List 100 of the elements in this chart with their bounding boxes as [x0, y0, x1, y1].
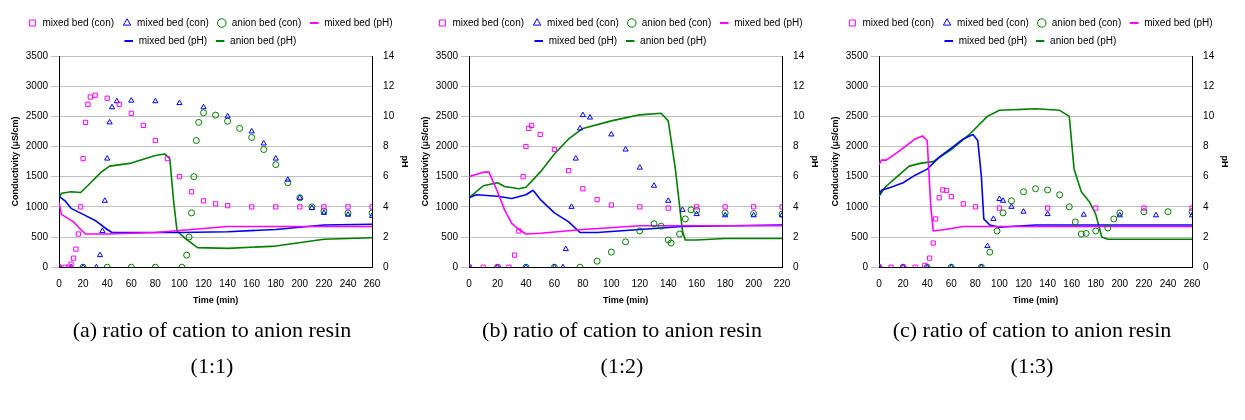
y-tick-label: 2500	[435, 110, 459, 122]
y2-axis-title: pH	[1220, 155, 1231, 168]
point	[195, 118, 203, 126]
point	[369, 204, 373, 210]
point	[176, 174, 183, 180]
legend-label: anion bed (con)	[641, 16, 712, 28]
point	[608, 202, 614, 208]
point	[1008, 203, 1015, 209]
point	[912, 264, 918, 268]
point	[593, 257, 601, 265]
y-tick-label: 1500	[435, 170, 459, 182]
x-tick-label: 40	[101, 277, 114, 289]
point	[996, 195, 1003, 202]
x-tick-label: 40	[921, 277, 934, 289]
point	[62, 264, 68, 268]
legend-label: mixed bed (pH)	[548, 34, 618, 46]
point	[722, 204, 728, 210]
point	[562, 245, 569, 252]
y2-tick-label: 14	[1203, 49, 1215, 61]
legend-label: mixed bed (con)	[42, 16, 115, 28]
x-axis-title: Time (min)	[1012, 295, 1059, 306]
point	[993, 227, 1001, 235]
point	[751, 204, 757, 210]
point	[679, 206, 686, 212]
point	[990, 215, 997, 221]
point	[188, 189, 195, 195]
x-tick-label: 100	[991, 277, 1009, 289]
legend-label: mixed bed (pH)	[1144, 16, 1213, 28]
x-tick-label: 200	[745, 277, 763, 289]
point	[516, 228, 522, 234]
point	[183, 251, 191, 259]
x-tick-label: 260	[363, 277, 381, 289]
x-tick-label: 60	[548, 277, 561, 289]
point	[224, 203, 231, 209]
point	[185, 233, 193, 241]
point	[1065, 203, 1073, 211]
x-tick-label: 160	[243, 277, 261, 289]
point	[1082, 229, 1090, 237]
point	[693, 206, 701, 214]
legend-label: anion bed (pH)	[1050, 34, 1117, 46]
x-tick-label: 100	[171, 277, 189, 289]
x-tick-label: 40	[520, 277, 532, 289]
y2-tick-label: 0	[1203, 260, 1210, 272]
point	[687, 206, 695, 214]
y2-tick-label: 2	[793, 230, 800, 242]
point	[636, 227, 644, 235]
point	[972, 204, 978, 210]
y2-tick-label: 10	[793, 110, 805, 122]
point	[104, 95, 110, 101]
y-tick-label: 3500	[435, 49, 459, 61]
point	[1141, 205, 1147, 211]
x-tick-label: 60	[945, 277, 958, 289]
legend-label: anion bed (pH)	[230, 34, 297, 46]
x-tick-label: 220	[315, 277, 333, 289]
point	[933, 216, 939, 222]
x-tick-label: 160	[688, 277, 706, 289]
point	[248, 133, 256, 141]
point	[87, 94, 93, 100]
point	[664, 236, 672, 244]
y-tick-label: 500	[441, 230, 459, 242]
point	[580, 186, 586, 192]
y-tick-label: 2000	[25, 140, 49, 152]
point	[260, 140, 267, 146]
y-axis-title: Conductivity (μS/cm)	[9, 116, 20, 207]
point	[272, 155, 279, 161]
point	[1020, 188, 1028, 196]
y-axis-title: Conductivity (μS/cm)	[419, 116, 430, 207]
y2-tick-label: 8	[793, 140, 800, 152]
x-tick-label: 80	[149, 277, 162, 289]
y2-tick-label: 8	[1203, 140, 1210, 152]
x-tick-label: 180	[716, 277, 734, 289]
y2-tick-label: 14	[793, 49, 805, 61]
point	[996, 205, 1003, 211]
point	[1080, 211, 1087, 217]
y-tick-label: 3500	[845, 49, 869, 61]
point	[622, 146, 629, 152]
point	[85, 101, 91, 107]
y-tick-label: 3000	[25, 79, 49, 91]
y2-tick-label: 2	[1203, 230, 1210, 242]
x-axis-title: Time (min)	[602, 295, 649, 306]
x-tick-label: 0	[466, 277, 473, 289]
point	[273, 204, 279, 210]
point	[579, 111, 586, 118]
point	[523, 143, 529, 150]
point	[986, 248, 994, 256]
point	[622, 238, 630, 246]
y2-tick-label: 12	[1203, 79, 1215, 91]
point	[70, 255, 77, 261]
y-tick-label: 0	[42, 260, 49, 272]
point	[676, 230, 684, 238]
point	[636, 164, 643, 170]
point	[999, 209, 1007, 217]
point	[948, 193, 954, 200]
y-tick-label: 500	[31, 230, 49, 242]
point	[75, 231, 81, 237]
point	[200, 103, 207, 110]
point	[665, 205, 671, 211]
point	[96, 251, 104, 258]
point	[608, 130, 615, 137]
point	[236, 124, 244, 132]
